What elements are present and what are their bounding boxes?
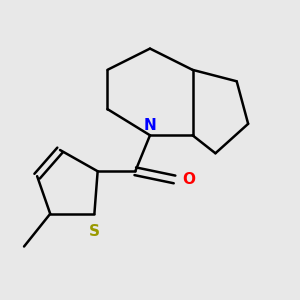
Text: N: N bbox=[144, 118, 156, 133]
Text: S: S bbox=[89, 224, 100, 239]
Text: O: O bbox=[183, 172, 196, 187]
